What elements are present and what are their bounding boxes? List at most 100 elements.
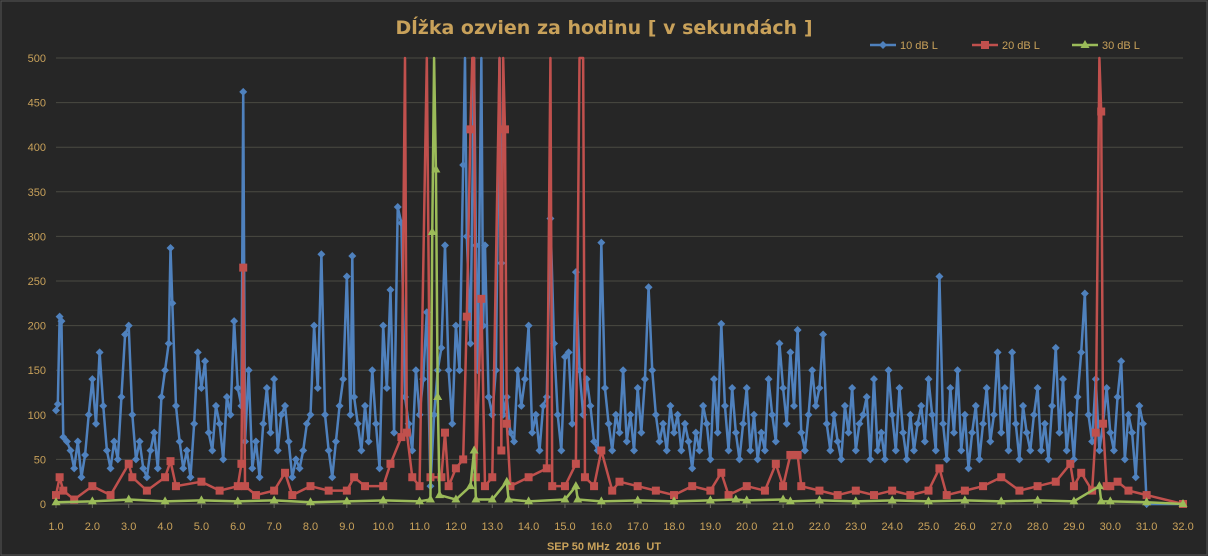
series-1 bbox=[52, 56, 1187, 508]
data-point bbox=[804, 410, 813, 419]
data-point bbox=[342, 486, 351, 495]
data-point bbox=[688, 482, 697, 491]
x-tick-label: 31.0 bbox=[1136, 521, 1157, 533]
x-tick-label: 16.0 bbox=[591, 521, 612, 533]
data-point bbox=[873, 446, 882, 455]
data-point bbox=[800, 446, 809, 455]
data-point bbox=[1131, 473, 1140, 482]
data-point bbox=[106, 491, 115, 500]
data-point bbox=[833, 491, 842, 500]
data-point bbox=[775, 339, 784, 348]
data-point bbox=[822, 419, 831, 428]
data-point bbox=[866, 455, 875, 464]
data-point bbox=[1077, 468, 1086, 477]
data-point bbox=[204, 428, 213, 437]
y-tick-label: 500 bbox=[28, 53, 46, 65]
data-point bbox=[786, 450, 795, 459]
data-point bbox=[346, 410, 355, 419]
data-point bbox=[633, 384, 642, 393]
data-point bbox=[568, 419, 577, 428]
data-point bbox=[504, 494, 514, 503]
data-point bbox=[153, 464, 162, 473]
data-point bbox=[935, 464, 944, 473]
data-point bbox=[982, 384, 991, 393]
data-point bbox=[669, 496, 679, 505]
data-point bbox=[321, 410, 330, 419]
data-point bbox=[87, 496, 97, 505]
data-point bbox=[1113, 477, 1122, 486]
data-point bbox=[251, 437, 260, 446]
data-point bbox=[771, 437, 780, 446]
data-point bbox=[135, 437, 144, 446]
data-point bbox=[305, 497, 315, 506]
data-point bbox=[935, 272, 944, 281]
data-point bbox=[1033, 495, 1043, 504]
data-point bbox=[435, 490, 445, 499]
data-point bbox=[553, 410, 562, 419]
data-point bbox=[1077, 348, 1086, 357]
x-tick-label: 18.0 bbox=[663, 521, 684, 533]
data-point bbox=[350, 473, 359, 482]
data-point bbox=[124, 459, 133, 468]
data-point bbox=[524, 473, 533, 482]
data-point bbox=[113, 455, 122, 464]
data-point bbox=[1097, 107, 1106, 116]
data-point bbox=[471, 494, 481, 503]
data-point bbox=[902, 455, 911, 464]
data-point bbox=[644, 283, 653, 292]
data-point bbox=[348, 252, 357, 261]
data-point bbox=[425, 494, 435, 503]
data-point bbox=[306, 410, 315, 419]
data-point bbox=[1124, 486, 1133, 495]
data-point bbox=[949, 428, 958, 437]
data-point bbox=[1062, 446, 1071, 455]
data-point bbox=[222, 392, 231, 401]
data-point bbox=[91, 419, 100, 428]
data-point bbox=[997, 428, 1006, 437]
data-point bbox=[99, 401, 108, 410]
data-point bbox=[615, 477, 624, 486]
data-point bbox=[1048, 401, 1057, 410]
data-point bbox=[539, 401, 548, 410]
data-point bbox=[226, 410, 235, 419]
x-tick-label: 8.0 bbox=[303, 521, 318, 533]
data-point bbox=[611, 410, 620, 419]
x-tick-label: 20.0 bbox=[736, 521, 757, 533]
series-2 bbox=[52, 56, 1187, 508]
data-point bbox=[52, 491, 60, 500]
data-point bbox=[440, 241, 449, 250]
data-point bbox=[1142, 491, 1151, 500]
x-tick-label: 28.0 bbox=[1027, 521, 1048, 533]
data-point bbox=[622, 437, 631, 446]
data-point bbox=[230, 317, 239, 326]
data-point bbox=[793, 326, 802, 335]
data-point bbox=[270, 375, 279, 384]
data-point bbox=[233, 482, 242, 491]
data-point bbox=[95, 348, 104, 357]
data-point bbox=[166, 243, 175, 252]
x-tick-label: 29.0 bbox=[1063, 521, 1084, 533]
data-point bbox=[790, 401, 799, 410]
data-point bbox=[829, 410, 838, 419]
data-point bbox=[862, 392, 871, 401]
data-point bbox=[302, 419, 311, 428]
data-point bbox=[888, 486, 897, 495]
data-point bbox=[1135, 401, 1144, 410]
data-point bbox=[837, 455, 846, 464]
data-point bbox=[160, 496, 170, 505]
data-point bbox=[59, 486, 68, 495]
data-point bbox=[448, 419, 457, 428]
y-tick-label: 250 bbox=[28, 276, 46, 288]
data-point bbox=[909, 446, 918, 455]
data-point bbox=[542, 464, 551, 473]
data-point bbox=[688, 464, 697, 473]
data-point bbox=[1128, 428, 1137, 437]
data-point bbox=[560, 352, 569, 361]
data-point bbox=[502, 476, 512, 485]
data-point bbox=[59, 433, 68, 442]
y-tick-label: 350 bbox=[28, 187, 46, 199]
data-point bbox=[1066, 410, 1075, 419]
data-point bbox=[84, 410, 93, 419]
data-point bbox=[691, 428, 700, 437]
